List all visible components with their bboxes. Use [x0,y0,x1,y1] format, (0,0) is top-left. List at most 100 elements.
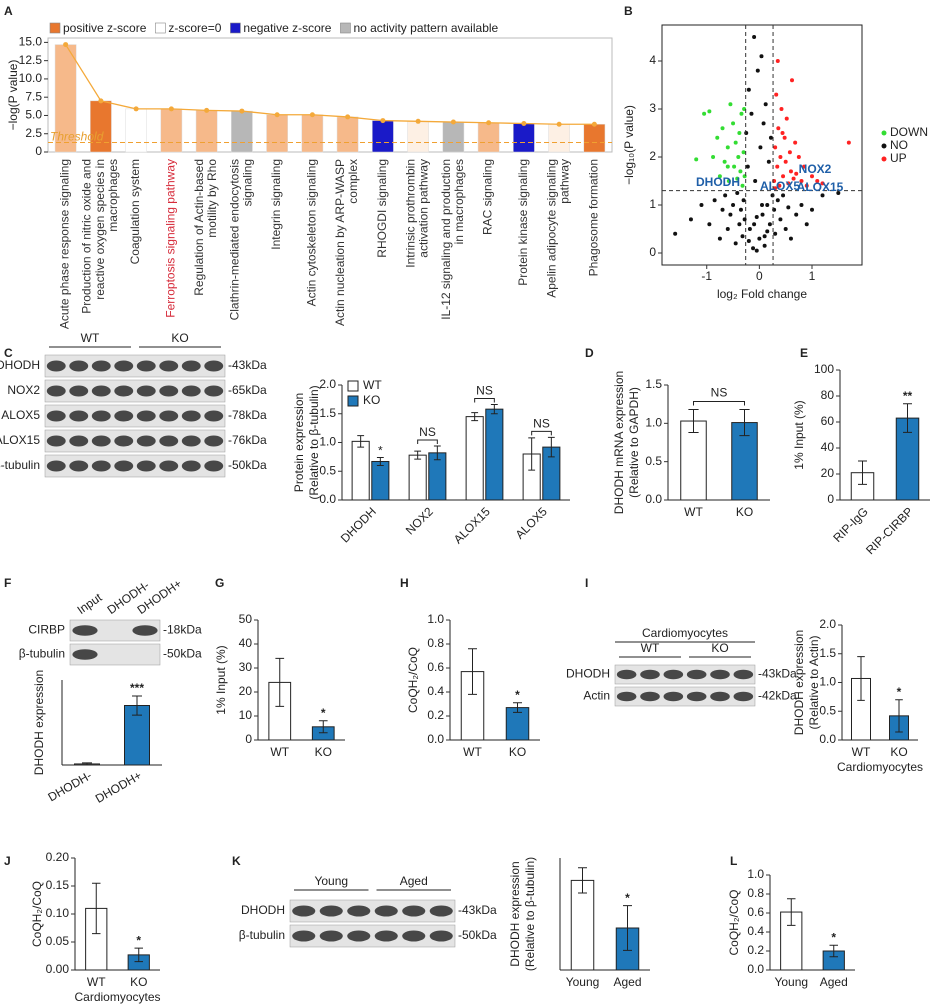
blot-group-label: KO [711,641,728,655]
point [781,174,786,179]
blot-row-label: β-tubulin [239,928,285,942]
point [804,183,809,188]
point [753,179,758,183]
y-tick-label: 1.0 [747,867,764,881]
bar [160,108,183,153]
point [794,171,799,176]
x-tick-label: 0 [756,269,763,283]
point [796,155,801,159]
legend-marker [881,130,887,136]
blot-strip [69,643,161,666]
point [782,135,787,140]
error-bar [858,460,867,485]
point [815,179,820,183]
x-tick-label: DHODH [338,504,379,545]
y-tick-label: 0.0 [747,962,764,976]
point [738,169,743,174]
point [836,191,841,195]
legend-swatch [347,380,359,392]
blot-band [616,691,637,702]
y-tick-label: 20 [239,684,253,698]
point [777,183,782,188]
line-point [98,98,104,104]
point [707,109,712,114]
blot-band [292,905,316,917]
x-tick-label: Protein kinase signaling [516,159,530,286]
blot-band [204,360,224,372]
point [741,150,746,155]
blot-band [640,669,660,680]
point [768,135,773,140]
x-tick-label: KO [736,505,753,519]
blot-band [114,360,134,372]
blot-row-label: β-tubulin [0,458,40,472]
x-tick-label: NOX2 [403,504,436,537]
blot-band [663,691,684,702]
point [755,68,760,73]
y-tick-label: 30 [239,660,253,674]
x-tick-label: DHODH+ [93,768,144,806]
significance-label: * [136,933,141,947]
y-axis-label: (Relative to β-tubulin) [307,385,321,499]
blot-band [204,435,224,447]
blot-band [159,410,179,422]
bar [371,460,390,501]
point [725,164,730,169]
bar [680,420,707,501]
gene-label: DHODH [696,175,740,189]
blot-band [136,360,156,372]
y-tick-label: 0 [827,492,834,506]
panel-letter: B [624,4,633,18]
blot-band [204,460,224,472]
error-bar [471,412,479,422]
blot-band [46,410,66,422]
x-tick-label: Actin nucleation by ARP-WASPcomplex [333,159,360,326]
y-tick-label: 1.5 [319,406,336,420]
bar [513,123,535,153]
y-tick-label: 0.5 [819,703,836,717]
blot-size-label: -18kDa [163,623,202,637]
blot-group-label: Young [314,874,348,888]
y-tick-label: 3 [649,101,656,115]
y-tick-label: 0.2 [427,708,444,722]
blot-band [429,905,453,917]
blot-band [710,691,730,702]
y-tick-label: 10 [239,708,253,722]
point [735,176,740,181]
point [731,121,736,126]
y-axis-label: 1% Input (%) [214,645,228,714]
error-bar [829,944,838,958]
y-axis-label: DHODH expression [508,861,522,966]
y-tick-label: 0 [35,144,42,158]
blot-band [181,460,201,472]
blot-band [181,435,201,447]
y-tick-label: 0.4 [747,924,764,938]
point [740,183,745,188]
point [744,131,749,135]
legend-label: negative z-score [243,21,331,35]
blot-band [114,410,134,422]
point [784,116,789,121]
x-tick-label: Young [774,975,808,989]
error-bar [895,699,903,733]
blot-band [402,930,426,942]
x-tick-label: 1 [809,269,816,283]
point [726,179,731,183]
point [746,87,751,92]
legend-swatch [230,22,241,34]
y-axis-label: −log(P value) [6,60,20,131]
point [749,111,754,116]
blot-group-label: WT [81,331,100,345]
blot-strip [44,454,226,478]
bar [548,123,570,153]
point [820,181,825,186]
y-tick-label: 0.8 [747,886,764,900]
legend-label: DOWN [890,125,928,139]
blot-strip [44,379,226,403]
blot-band [710,669,730,680]
point [846,140,851,145]
error-bar [903,403,912,433]
blot-band [136,435,156,447]
error-bar [82,762,92,766]
point [788,169,793,174]
